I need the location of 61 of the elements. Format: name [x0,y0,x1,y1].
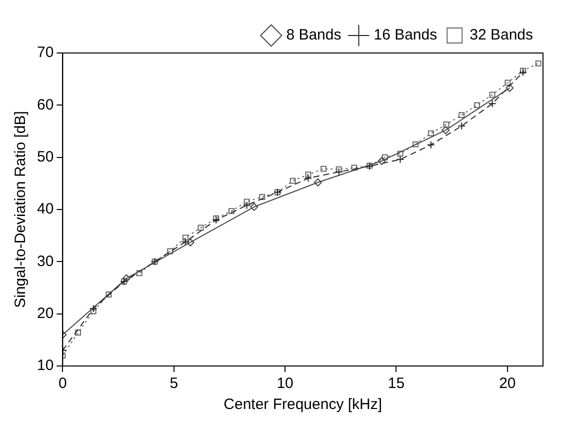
x-axis-title: Center Frequency [kHz] [224,396,382,414]
point [89,304,98,313]
point [458,122,466,130]
point [443,121,450,128]
point [320,166,326,172]
point [290,178,296,184]
point [314,178,322,186]
point [167,248,174,254]
y-axis-title: Singal-to-Deviation Ratio [dB] [12,111,30,308]
point [228,208,234,214]
point [382,154,388,160]
point [90,308,96,314]
legend-label: 32 Bands [470,26,534,44]
point [198,224,204,231]
point [259,194,266,200]
point [396,155,404,164]
legend-label: 16 Bands [374,26,438,44]
point [213,215,220,222]
point [474,102,480,108]
y-tick-label: 30 [36,252,54,270]
point [186,238,194,246]
point [334,168,343,176]
point [304,174,312,182]
point [122,274,131,282]
y-tick-label: 10 [36,357,54,374]
y-tick-label: 70 [36,44,54,62]
y-tick-label: 40 [36,200,54,218]
point [182,234,188,241]
point [520,68,526,74]
point [397,150,404,157]
point [458,112,465,118]
point [442,126,450,134]
point [244,198,250,205]
point [504,80,511,86]
point [506,84,514,92]
point [428,130,434,136]
point [75,330,82,336]
y-tick-label: 50 [36,148,54,166]
point [426,140,435,149]
point [106,292,112,298]
point [242,201,251,210]
point [212,216,220,224]
point [518,68,527,76]
point [412,141,419,148]
x-tick-label: 0 [58,375,67,392]
point [351,164,358,171]
y-tick-label: 20 [36,304,54,322]
point [250,202,258,211]
point [305,172,312,178]
point [488,100,496,108]
point [136,270,142,276]
x-tick-label: 20 [499,375,516,392]
point [181,238,190,246]
point [489,92,496,98]
x-tick-label: 10 [276,375,294,392]
x-tick-label: 5 [170,375,178,392]
legend-label: 8 Bands [286,26,342,44]
x-tick-label: 15 [388,375,405,392]
point [378,156,386,165]
y-tick-label: 60 [36,96,54,114]
point [535,60,542,66]
